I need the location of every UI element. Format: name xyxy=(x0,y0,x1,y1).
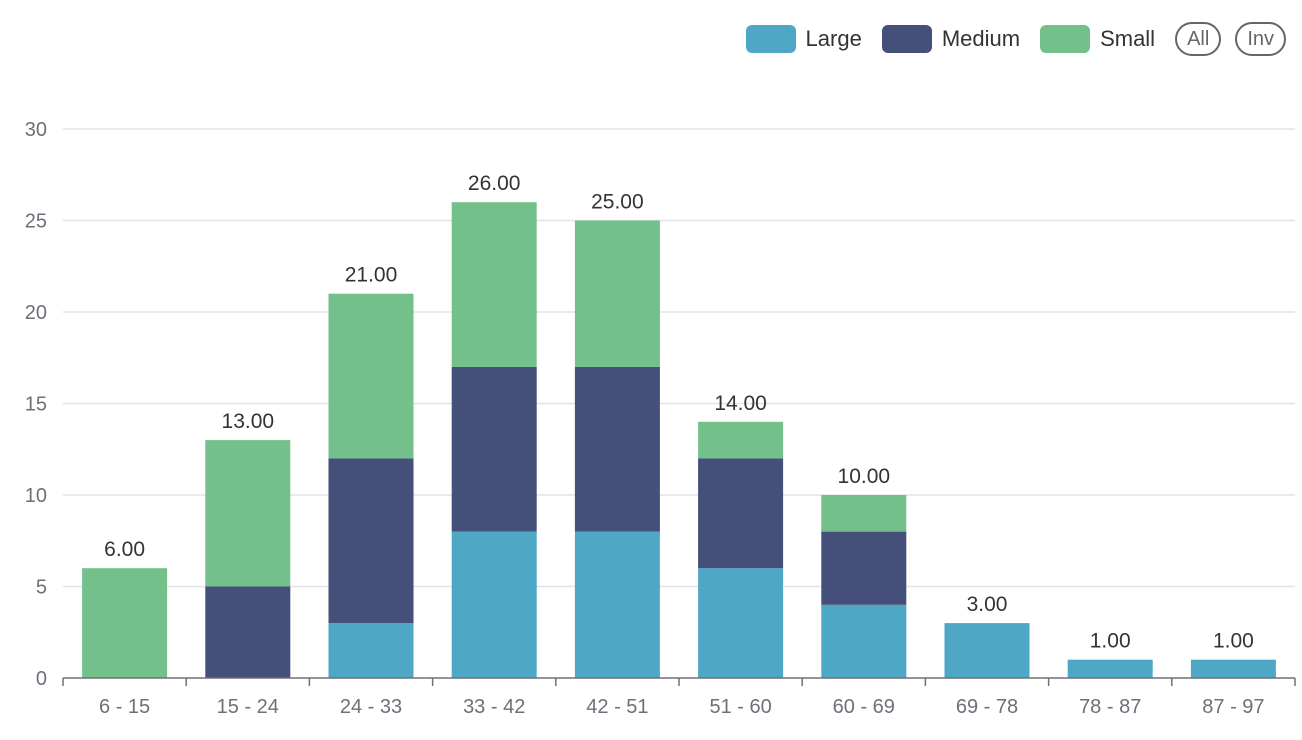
x-tick-label: 51 - 60 xyxy=(709,696,771,718)
x-tick-label: 33 - 42 xyxy=(463,696,525,718)
x-tick-label: 42 - 51 xyxy=(586,696,648,718)
x-tick-label: 15 - 24 xyxy=(217,696,279,718)
legend-swatch-medium xyxy=(881,25,932,53)
select-all-button[interactable]: All xyxy=(1175,22,1222,56)
inverse-selection-button[interactable]: Inv xyxy=(1235,22,1286,56)
total-label: 6.00 xyxy=(104,538,145,561)
y-tick-label: 25 xyxy=(25,211,47,233)
bar-medium xyxy=(698,458,784,569)
x-tick-label: 87 - 97 xyxy=(1202,696,1264,718)
bar-large xyxy=(698,568,784,678)
bar-small xyxy=(698,421,784,459)
y-tick-label: 0 xyxy=(36,668,47,690)
legend: Large Medium Small All Inv xyxy=(726,22,1286,56)
y-axis: 0 5 10 15 20 25 30 xyxy=(25,119,47,690)
total-label: 3.00 xyxy=(967,593,1008,616)
total-label: 10.00 xyxy=(838,465,891,488)
legend-item-medium[interactable]: Medium xyxy=(881,25,1021,53)
legend-item-large[interactable]: Large xyxy=(745,25,862,53)
bar-large xyxy=(1067,659,1153,678)
x-tick-label: 6 - 15 xyxy=(99,696,150,718)
total-label: 26.00 xyxy=(468,172,521,195)
legend-label-large: Large xyxy=(805,26,862,51)
bar-medium xyxy=(821,531,907,605)
legend-label-small: Small xyxy=(1100,26,1156,51)
bar-small xyxy=(82,568,168,678)
bar-large xyxy=(944,623,1030,678)
bar-medium xyxy=(205,586,291,678)
total-label: 21.00 xyxy=(345,264,398,287)
legend-swatch-small xyxy=(1040,25,1091,53)
bar-small xyxy=(205,440,291,587)
total-label: 1.00 xyxy=(1213,630,1254,653)
legend-swatch-large xyxy=(745,25,796,53)
x-tick-label: 69 - 78 xyxy=(956,696,1018,718)
legend-item-small[interactable]: Small xyxy=(1040,25,1155,53)
x-tick-label: 24 - 33 xyxy=(340,696,402,718)
y-tick-label: 30 xyxy=(25,119,47,141)
bars xyxy=(82,202,1276,678)
x-tick-label: 78 - 87 xyxy=(1079,696,1141,718)
total-label: 1.00 xyxy=(1090,630,1131,653)
y-tick-label: 10 xyxy=(25,485,47,507)
bar-large xyxy=(328,623,414,678)
y-tick-label: 5 xyxy=(36,577,47,599)
bar-large xyxy=(451,531,537,678)
bar-small xyxy=(574,220,660,367)
x-tick-label: 60 - 69 xyxy=(833,696,895,718)
y-tick-label: 15 xyxy=(25,394,47,416)
bar-large xyxy=(574,531,660,678)
bar-small xyxy=(451,202,537,367)
total-label: 25.00 xyxy=(591,191,644,214)
total-labels: 6.00 13.00 21.00 26.00 25.00 14.00 10.00 3.00 1.… xyxy=(104,172,1254,653)
y-tick-label: 20 xyxy=(25,302,47,324)
bar-medium xyxy=(574,366,660,532)
bar-small xyxy=(328,293,414,459)
x-axis: 6 - 15 15 - 24 24 - 33 33 - 42 42 - 51 51 - 6… xyxy=(62,677,1296,718)
legend-label-medium: Medium xyxy=(941,26,1021,51)
bar-small xyxy=(821,495,907,532)
bar-large xyxy=(821,604,907,678)
total-label: 14.00 xyxy=(714,392,767,415)
total-label: 13.00 xyxy=(222,410,275,433)
bar-medium xyxy=(328,458,414,624)
bar-large xyxy=(1190,659,1276,678)
bar-medium xyxy=(451,366,537,532)
